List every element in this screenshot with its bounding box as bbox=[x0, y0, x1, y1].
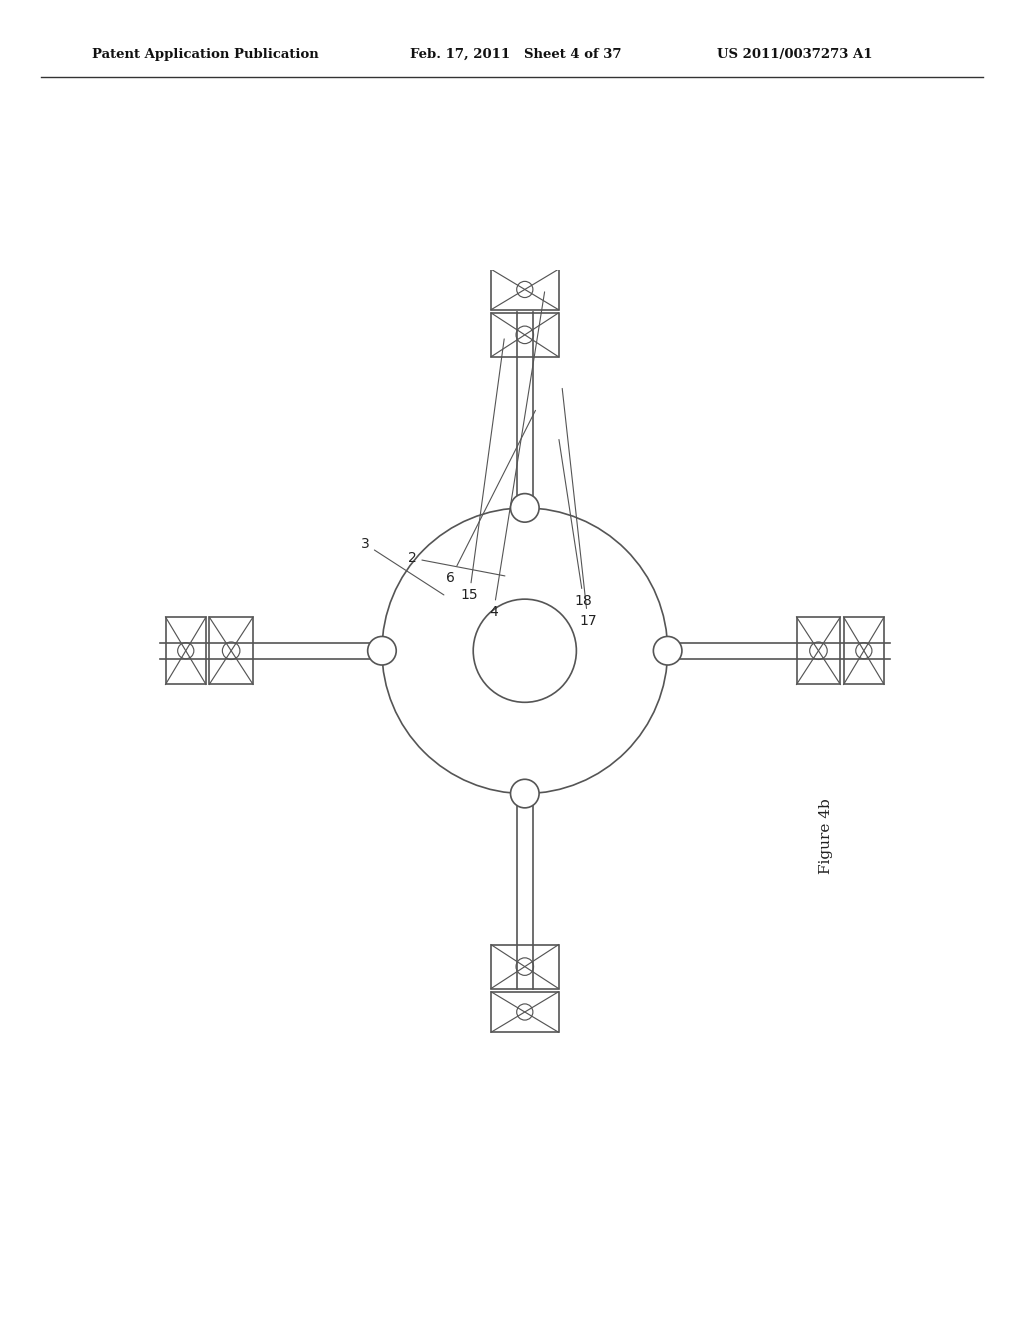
Text: 3: 3 bbox=[360, 537, 443, 595]
Text: Figure 4b: Figure 4b bbox=[819, 799, 834, 874]
Circle shape bbox=[511, 494, 539, 523]
Text: 6: 6 bbox=[446, 411, 536, 585]
Text: US 2011/0037273 A1: US 2011/0037273 A1 bbox=[717, 48, 872, 61]
Text: 17: 17 bbox=[562, 388, 597, 628]
Text: Feb. 17, 2011   Sheet 4 of 37: Feb. 17, 2011 Sheet 4 of 37 bbox=[410, 48, 622, 61]
Circle shape bbox=[511, 779, 539, 808]
Text: 2: 2 bbox=[408, 552, 505, 576]
Circle shape bbox=[653, 636, 682, 665]
Circle shape bbox=[368, 636, 396, 665]
Text: 18: 18 bbox=[559, 440, 593, 609]
Text: 4: 4 bbox=[489, 292, 545, 619]
Text: Patent Application Publication: Patent Application Publication bbox=[92, 48, 318, 61]
Text: 15: 15 bbox=[461, 339, 504, 602]
